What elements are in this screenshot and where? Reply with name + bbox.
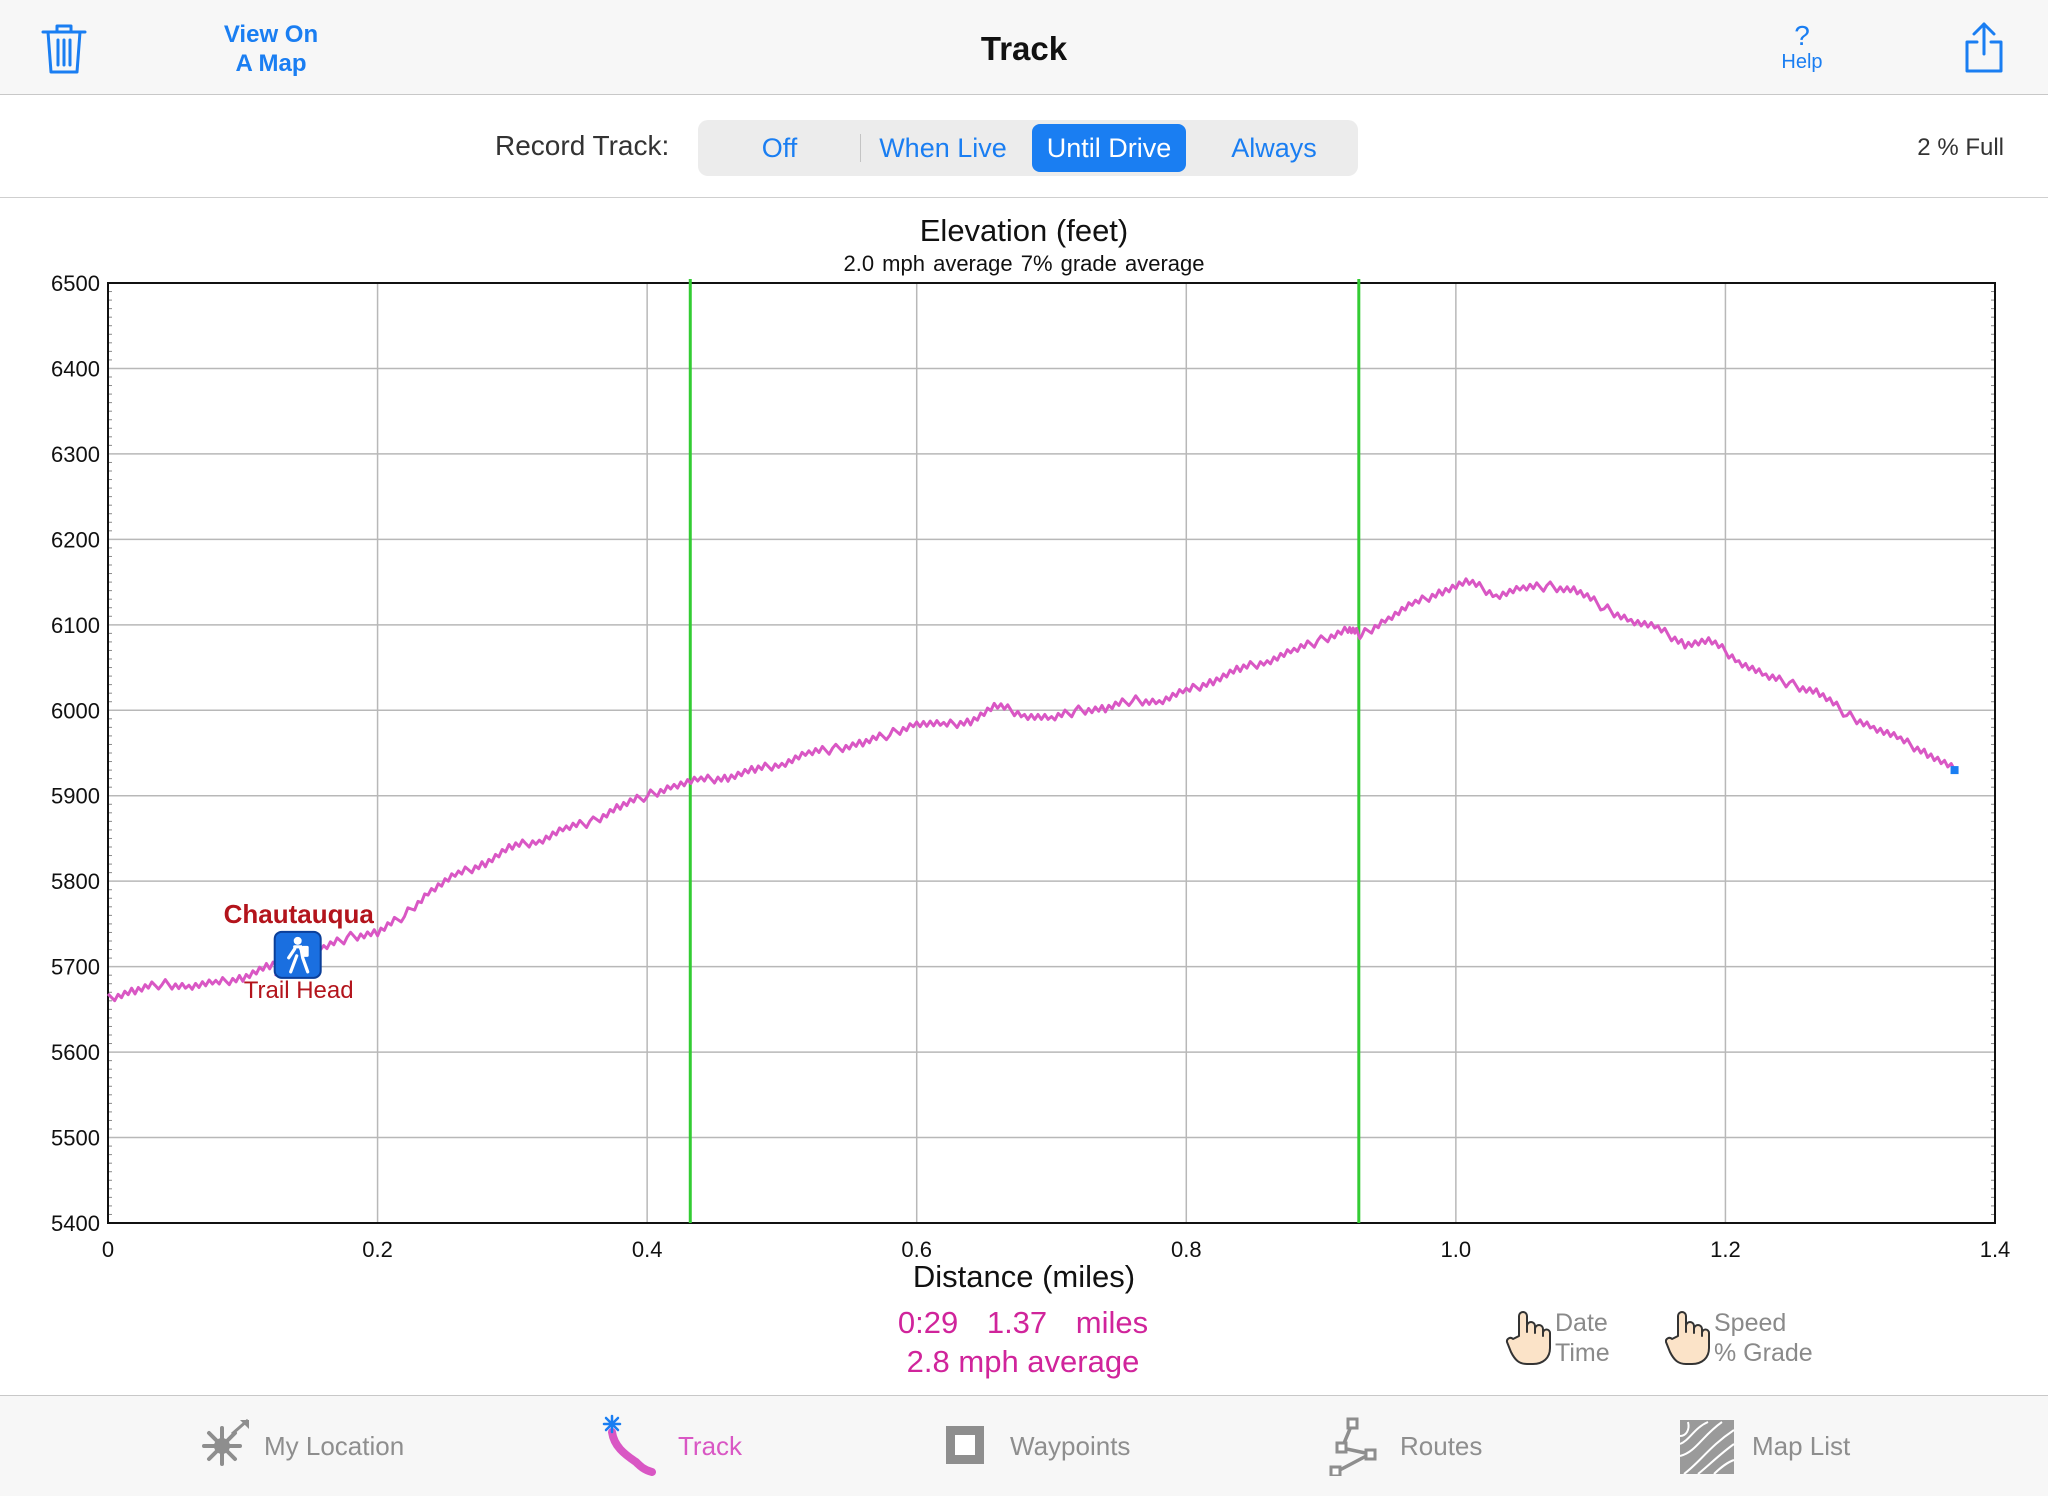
segment-off[interactable]: Off — [761, 133, 798, 163]
x-tick-label: 1.4 — [1980, 1237, 2011, 1259]
navigation-bar: View On A Map Track ? Help — [0, 0, 2048, 95]
route-icon — [1329, 1417, 1377, 1476]
x-tick-label: 0.6 — [901, 1237, 932, 1259]
time-label: Time — [1555, 1339, 1610, 1367]
speed-label: Speed — [1714, 1309, 1787, 1337]
tab-routes-label: Routes — [1400, 1431, 1483, 1461]
view-on-map-button[interactable]: View On A Map — [200, 20, 342, 78]
waypoint-name: Chautauqua — [224, 899, 375, 929]
y-tick-label: 5900 — [51, 784, 100, 809]
tab-map-list[interactable]: Map List — [1678, 1396, 1878, 1496]
segment-divider — [860, 134, 861, 162]
help-button[interactable]: ? Help — [1760, 22, 1844, 74]
y-tick-label: 6200 — [51, 527, 100, 552]
plot-frame — [107, 282, 1996, 1224]
chart-title: Elevation (feet) — [919, 213, 1129, 248]
tab-my-location-label: My Location — [264, 1431, 405, 1461]
waypoint-square-icon — [946, 1426, 984, 1464]
x-tick-label: 1.0 — [1441, 1237, 1472, 1259]
x-axis-label: Distance (miles) — [912, 1259, 1136, 1294]
x-tick-label: 0 — [102, 1237, 114, 1259]
track-icon — [602, 1414, 656, 1476]
tab-bar: My Location Track Waypoints — [0, 1395, 2048, 1496]
share-icon — [1965, 22, 2003, 73]
x-tick-label: 0.4 — [632, 1237, 663, 1259]
segment-always[interactable]: Always — [1231, 133, 1317, 163]
total-distance: 1.37 miles — [986, 1305, 1149, 1340]
speed-grade-toggle[interactable]: Speed % Grade — [1664, 1308, 1834, 1372]
tab-track-label: Track — [678, 1431, 743, 1461]
segment-when-live[interactable]: When Live — [879, 133, 1007, 163]
tab-routes[interactable]: Routes — [1328, 1396, 1508, 1496]
y-tick-label: 5400 — [51, 1211, 100, 1236]
tab-map-list-label: Map List — [1752, 1431, 1851, 1461]
hiker-icon[interactable] — [273, 930, 322, 979]
y-tick-label: 5600 — [51, 1040, 100, 1065]
y-tick-label: 5700 — [51, 955, 100, 980]
record-track-bar: Record Track: Off When Live Until Drive … — [0, 96, 2048, 198]
waypoint-sublabel: Trail Head — [244, 977, 354, 1004]
speed-grade-label: Speed % Grade — [1714, 1308, 1813, 1368]
tab-waypoints[interactable]: Waypoints — [940, 1396, 1160, 1496]
chart-subtitle: 2.0 mph average 7% grade average — [843, 251, 1205, 276]
question-icon: ? — [1794, 20, 1810, 51]
x-tick-label: 1.2 — [1710, 1237, 1741, 1259]
y-tick-label: 6100 — [51, 613, 100, 638]
view-on-map-line1: View On — [223, 21, 319, 48]
y-tick-label: 6500 — [51, 271, 100, 296]
y-tick-label: 5800 — [51, 869, 100, 894]
trash-button[interactable] — [40, 20, 88, 76]
current-position-marker — [1950, 766, 1959, 775]
elevation-series-line — [106, 577, 1956, 1003]
date-label: Date — [1555, 1309, 1608, 1337]
tab-my-location[interactable]: My Location — [190, 1396, 430, 1496]
average-speed: 2.8 mph average — [906, 1344, 1140, 1379]
hand-pointer-icon — [1505, 1311, 1551, 1365]
track-stats-line1: 0:29 1.37 miles — [0, 1305, 2046, 1341]
elevation-chart[interactable]: 5400 5500 5600 5700 5800 5900 6000 6100 6200 6300… — [0, 199, 2048, 1259]
date-time-label: Date Time — [1555, 1308, 1610, 1368]
view-on-map-line2: A Map — [235, 50, 307, 77]
x-tick-label: 0.2 — [362, 1237, 393, 1259]
trash-icon — [41, 24, 87, 74]
compass-icon — [202, 1418, 249, 1466]
y-tick-label: 5500 — [51, 1126, 100, 1151]
record-track-segmented-control: Off When Live Until Drive Always — [698, 120, 1358, 176]
grade-label: % Grade — [1714, 1339, 1813, 1367]
tab-waypoints-label: Waypoints — [1010, 1431, 1131, 1461]
y-tick-label: 6300 — [51, 442, 100, 467]
y-tick-label: 6400 — [51, 356, 100, 381]
elapsed-time: 0:29 — [897, 1305, 959, 1340]
share-button[interactable] — [1962, 20, 2006, 76]
segment-until-drive[interactable]: Until Drive — [1032, 124, 1186, 172]
tab-track[interactable]: Track — [596, 1396, 776, 1496]
help-label: Help — [1781, 51, 1823, 73]
record-track-label: Record Track: — [495, 130, 670, 161]
map-list-icon — [1679, 1420, 1735, 1475]
y-tick-label: 6000 — [51, 698, 100, 723]
elevation-chart-area: Elevation (feet) 2.0 mph average 7% grad… — [0, 199, 2048, 1394]
hand-pointer-icon — [1664, 1311, 1710, 1365]
storage-full-label: 2 % Full — [1917, 134, 2004, 161]
x-tick-label: 0.8 — [1171, 1237, 1202, 1259]
date-time-toggle[interactable]: Date Time — [1505, 1308, 1625, 1372]
